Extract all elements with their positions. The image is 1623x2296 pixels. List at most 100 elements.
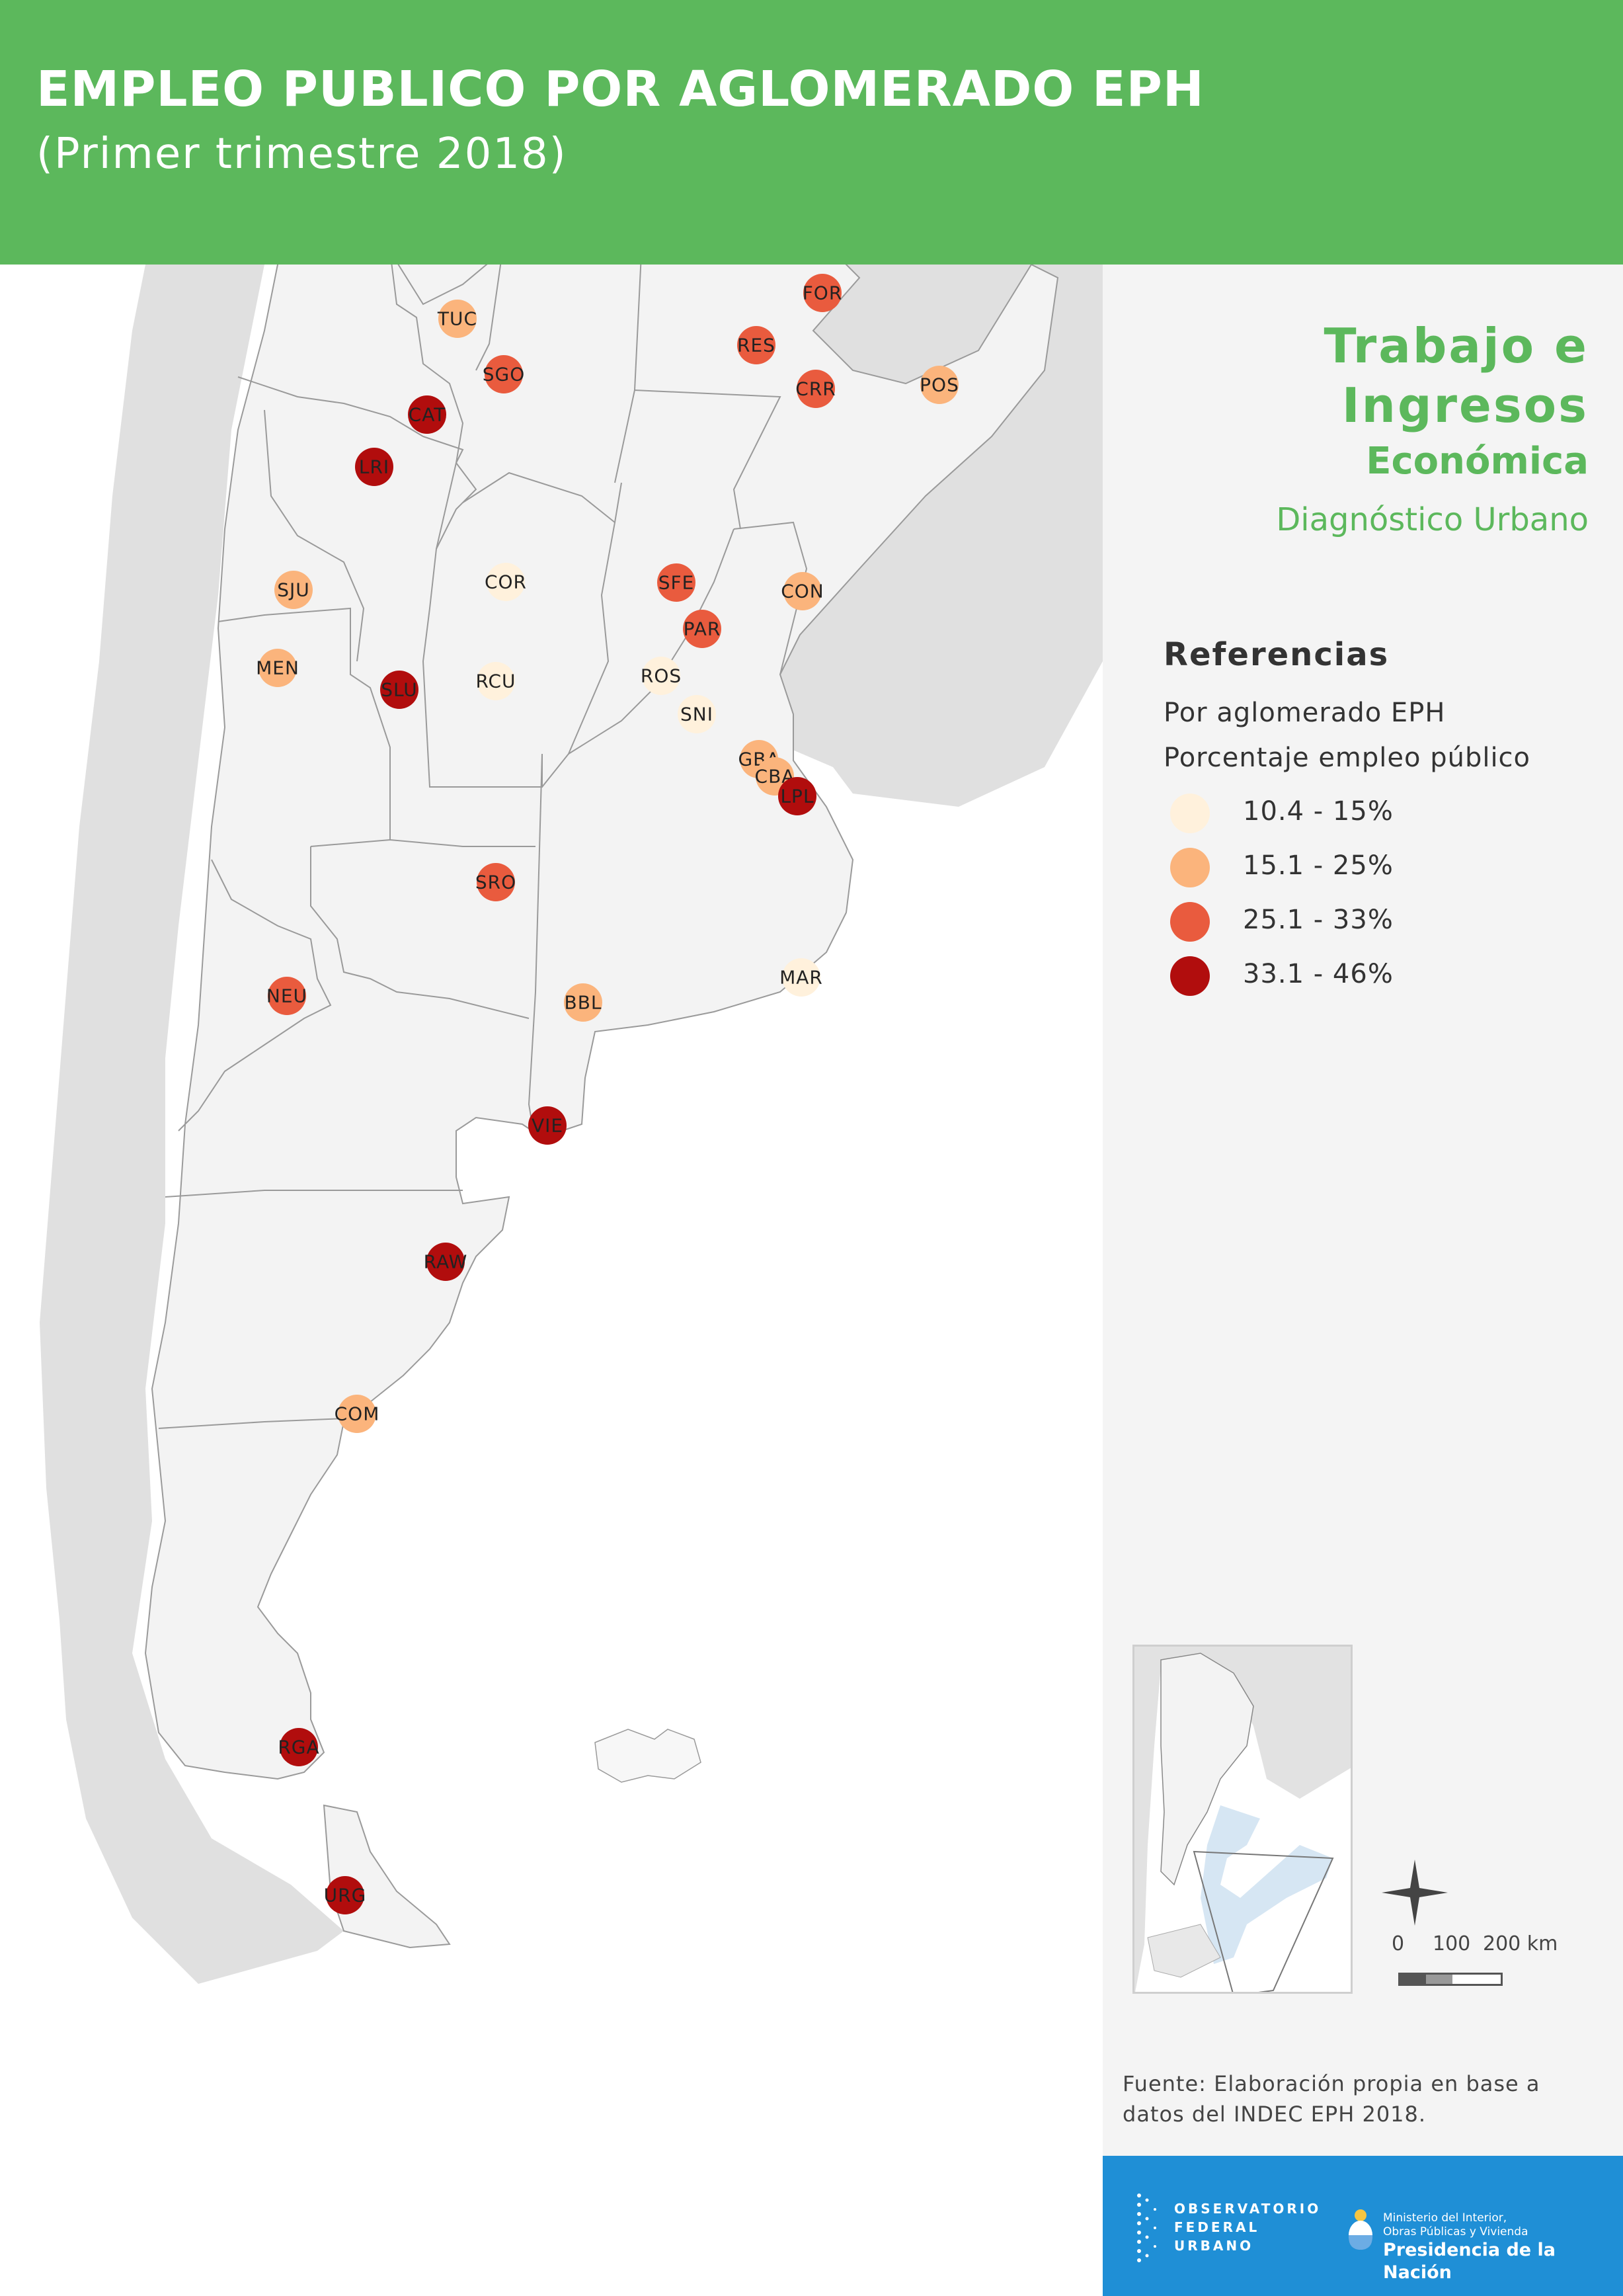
city-marker-raw[interactable]: RAW bbox=[424, 1243, 468, 1281]
city-marker-neu[interactable]: NEU bbox=[266, 977, 307, 1015]
city-marker-mar[interactable]: MAR bbox=[779, 958, 823, 997]
city-marker-rcu[interactable]: RCU bbox=[475, 662, 516, 700]
city-dot bbox=[408, 395, 446, 434]
city-label: SFE bbox=[658, 572, 695, 594]
city-label: MAR bbox=[779, 967, 823, 989]
neighbours-north bbox=[767, 265, 1103, 807]
city-marker-crr[interactable]: CRR bbox=[795, 370, 836, 408]
city-marker-bbl[interactable]: BBL bbox=[564, 983, 602, 1022]
legend-swatch bbox=[1170, 794, 1210, 833]
legend-subtitle-1: Por aglomerado EPH bbox=[1164, 698, 1446, 728]
city-marker-cat[interactable]: CAT bbox=[408, 395, 446, 434]
city-marker-res[interactable]: RES bbox=[737, 326, 775, 364]
city-label: TUC bbox=[437, 308, 477, 330]
map-title: EMPLEO PUBLICO POR AGLOMERADO EPH bbox=[36, 61, 1205, 118]
legend-label: 33.1 - 46% bbox=[1243, 959, 1394, 989]
city-marker-urg[interactable]: URG bbox=[324, 1876, 367, 1914]
city-label: BBL bbox=[564, 992, 602, 1014]
source-note: Fuente: Elaboración propia en base a dat… bbox=[1123, 2071, 1540, 2127]
observatorio-logo-icon bbox=[1137, 2194, 1156, 2262]
city-marker-lri[interactable]: LRI bbox=[355, 448, 393, 486]
inset-locator-map bbox=[1132, 1645, 1353, 1994]
city-label: SJU bbox=[277, 579, 310, 601]
map-subtitle: (Primer trimestre 2018) bbox=[36, 130, 567, 179]
city-dot bbox=[778, 777, 816, 815]
theme-title: Trabajo e Ingresos bbox=[1192, 316, 1589, 435]
city-label: SLU bbox=[381, 679, 417, 701]
legend-label: 15.1 - 25% bbox=[1243, 850, 1394, 881]
city-dot bbox=[487, 563, 525, 601]
north-arrow-icon bbox=[1382, 1860, 1448, 1926]
city-dot bbox=[326, 1876, 364, 1914]
city-marker-sju[interactable]: SJU bbox=[274, 571, 313, 609]
rio-de-la-plata bbox=[787, 675, 879, 767]
argentina-mainland bbox=[144, 265, 1059, 1780]
city-label: FOR bbox=[803, 282, 843, 304]
city-label: RCU bbox=[475, 671, 516, 692]
city-marker-con[interactable]: CON bbox=[781, 572, 824, 610]
city-label: MEN bbox=[256, 657, 299, 679]
city-marker-sni[interactable]: SNI bbox=[678, 695, 716, 733]
city-marker-vie[interactable]: VIE bbox=[528, 1106, 567, 1145]
ministry-line1: Ministerio del Interior, bbox=[1383, 2211, 1507, 2225]
city-dot bbox=[338, 1395, 376, 1433]
city-marker-com[interactable]: COM bbox=[335, 1395, 380, 1433]
city-dot bbox=[797, 370, 835, 408]
city-marker-cor[interactable]: COR bbox=[485, 563, 527, 601]
legend-label: 25.1 - 33% bbox=[1243, 905, 1394, 935]
province-borders bbox=[158, 265, 808, 1429]
city-dot bbox=[268, 977, 306, 1015]
legend-label: 10.4 - 15% bbox=[1243, 796, 1394, 827]
legend-swatch bbox=[1170, 902, 1210, 942]
city-marker-ros[interactable]: ROS bbox=[641, 657, 682, 695]
city-label: LPL bbox=[780, 786, 814, 807]
map-area[interactable]: JUJSALTUCSGOCATLRIFORRESCRRPOSSJUCORSFEC… bbox=[0, 265, 1103, 2296]
city-label: URG bbox=[324, 1885, 367, 1906]
city-marker-pos[interactable]: POS bbox=[920, 366, 959, 404]
city-dot bbox=[737, 326, 775, 364]
city-marker-men[interactable]: MEN bbox=[256, 649, 299, 687]
argentina-map[interactable]: JUJSALTUCSGOCATLRIFORRESCRRPOSSJUCORSFEC… bbox=[0, 265, 1103, 2296]
city-label: PAR bbox=[684, 618, 721, 640]
city-label: CON bbox=[781, 581, 824, 602]
city-dot bbox=[782, 958, 820, 997]
city-label: ROS bbox=[641, 665, 682, 687]
city-dot bbox=[258, 649, 297, 687]
legend-swatch bbox=[1170, 848, 1210, 887]
city-marker-sgo[interactable]: SGO bbox=[483, 355, 526, 393]
city-marker-for[interactable]: FOR bbox=[803, 274, 843, 312]
city-label: RES bbox=[737, 335, 775, 356]
city-label: SGO bbox=[483, 364, 526, 386]
city-label: RGA bbox=[278, 1737, 319, 1758]
city-dot bbox=[380, 671, 418, 709]
city-dot bbox=[678, 695, 716, 733]
scale-bar-segment bbox=[1426, 1975, 1452, 1984]
ministry-line2: Obras Públicas y Vivienda bbox=[1383, 2225, 1528, 2238]
city-dot bbox=[683, 610, 721, 648]
city-marker-slu[interactable]: SLU bbox=[380, 671, 418, 709]
city-label: SNI bbox=[680, 704, 713, 725]
city-label: CRR bbox=[795, 378, 836, 400]
presidencia-logo-text: Ministerio del Interior, Obras Públicas … bbox=[1383, 2211, 1623, 2284]
city-dot bbox=[280, 1728, 318, 1766]
city-marker-sfe[interactable]: SFE bbox=[657, 563, 695, 602]
city-marker-rga[interactable]: RGA bbox=[278, 1728, 319, 1766]
city-marker-sro[interactable]: SRO bbox=[475, 863, 516, 901]
city-marker-par[interactable]: PAR bbox=[683, 610, 721, 648]
scale-label-zero: 0 bbox=[1392, 1932, 1405, 1955]
presidency-label: Presidencia de la Nación bbox=[1383, 2240, 1556, 2283]
city-marker-lpl[interactable]: LPL bbox=[778, 777, 816, 815]
city-dot bbox=[564, 983, 602, 1022]
tierra-del-fuego bbox=[323, 1804, 451, 1949]
observatorio-logo-text: OBSERVATORIO FEDERAL URBANO bbox=[1174, 2199, 1321, 2255]
city-dot bbox=[642, 657, 680, 695]
city-marker-tuc[interactable]: TUC bbox=[437, 300, 477, 338]
scale-label-mid: 100 bbox=[1433, 1932, 1471, 1955]
obs-line2: FEDERAL bbox=[1174, 2219, 1260, 2235]
city-dot bbox=[528, 1106, 567, 1145]
city-label: COM bbox=[335, 1403, 380, 1425]
obs-line1: OBSERVATORIO bbox=[1174, 2201, 1322, 2217]
city-dot bbox=[803, 274, 842, 312]
city-dot bbox=[920, 366, 959, 404]
city-dot bbox=[274, 571, 313, 609]
